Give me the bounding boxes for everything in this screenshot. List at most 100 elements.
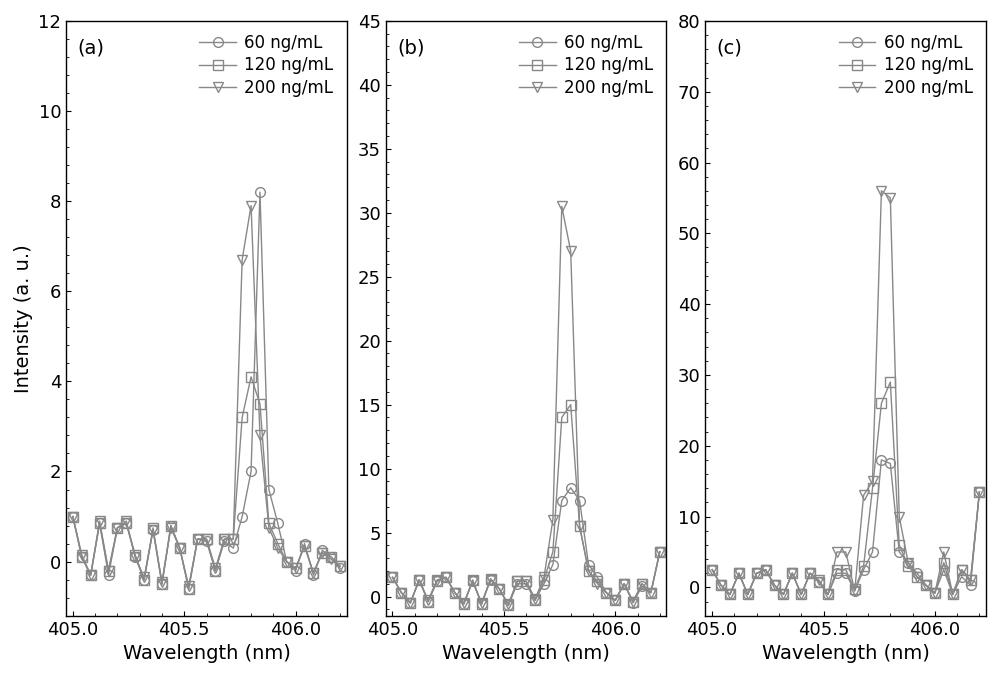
120 ng/mL (609, 596, 621, 605)
Line: 200 ng/mL: 200 ng/mL (68, 201, 345, 591)
200 ng/mL (786, 569, 798, 577)
120 ng/mL (201, 535, 213, 543)
120 ng/mL (947, 590, 959, 598)
60 ng/mL (111, 524, 123, 532)
200 ng/mL (236, 256, 248, 264)
60 ng/mL (85, 571, 97, 580)
120 ng/mL (858, 562, 870, 570)
60 ng/mL (94, 519, 106, 527)
120 ng/mL (520, 577, 532, 585)
60 ng/mL (742, 590, 754, 598)
120 ng/mL (94, 519, 106, 527)
200 ng/mL (769, 581, 781, 589)
200 ng/mL (760, 565, 772, 573)
120 ng/mL (334, 562, 346, 570)
200 ng/mL (609, 596, 621, 605)
200 ng/mL (449, 588, 461, 596)
120 ng/mL (600, 588, 612, 596)
60 ng/mL (192, 535, 204, 543)
60 ng/mL (751, 569, 763, 577)
60 ng/mL (183, 585, 195, 593)
X-axis label: Wavelength (nm): Wavelength (nm) (442, 644, 610, 663)
120 ng/mL (440, 573, 452, 582)
200 ng/mL (627, 598, 639, 606)
120 ng/mL (929, 589, 941, 597)
200 ng/mL (334, 562, 346, 570)
Line: 120 ng/mL: 120 ng/mL (707, 377, 984, 599)
120 ng/mL (111, 524, 123, 532)
200 ng/mL (849, 587, 861, 595)
120 ng/mL (538, 576, 550, 584)
120 ng/mL (281, 558, 293, 566)
120 ng/mL (138, 575, 150, 584)
200 ng/mL (254, 431, 266, 439)
200 ng/mL (920, 581, 932, 589)
60 ng/mL (476, 600, 488, 608)
120 ng/mL (574, 522, 586, 530)
60 ng/mL (822, 590, 834, 598)
200 ng/mL (458, 599, 470, 607)
60 ng/mL (458, 600, 470, 608)
120 ng/mL (458, 600, 470, 608)
Legend: 60 ng/mL, 120 ng/mL, 200 ng/mL: 60 ng/mL, 120 ng/mL, 200 ng/mL (834, 29, 978, 102)
Line: 60 ng/mL: 60 ng/mL (68, 188, 345, 594)
200 ng/mL (218, 535, 230, 543)
120 ng/mL (715, 581, 727, 589)
60 ng/mL (129, 553, 141, 561)
200 ng/mL (600, 588, 612, 596)
60 ng/mL (325, 553, 337, 561)
Text: (a): (a) (77, 39, 104, 58)
60 ng/mL (422, 598, 434, 606)
120 ng/mL (654, 548, 666, 556)
200 ng/mL (467, 577, 479, 585)
120 ng/mL (103, 567, 115, 575)
60 ng/mL (307, 571, 319, 580)
60 ng/mL (67, 512, 79, 521)
200 ng/mL (840, 548, 852, 556)
200 ng/mL (804, 569, 816, 577)
120 ng/mL (591, 577, 603, 585)
120 ng/mL (76, 553, 88, 561)
200 ng/mL (485, 576, 497, 584)
200 ng/mL (938, 548, 950, 556)
60 ng/mL (583, 561, 595, 569)
200 ng/mL (138, 573, 150, 582)
60 ng/mL (795, 590, 807, 598)
60 ng/mL (858, 565, 870, 573)
120 ng/mL (645, 588, 657, 596)
120 ng/mL (218, 535, 230, 543)
Text: (b): (b) (397, 39, 425, 58)
60 ng/mL (245, 467, 257, 475)
200 ng/mL (715, 581, 727, 589)
60 ng/mL (947, 590, 959, 598)
200 ng/mL (165, 524, 177, 532)
60 ng/mL (706, 565, 718, 573)
120 ng/mL (965, 576, 977, 584)
60 ng/mL (236, 512, 248, 521)
120 ng/mL (263, 519, 275, 527)
120 ng/mL (272, 540, 284, 548)
200 ng/mL (574, 522, 586, 530)
Text: (c): (c) (717, 39, 743, 58)
200 ng/mL (822, 590, 834, 598)
200 ng/mL (947, 590, 959, 598)
60 ng/mL (76, 553, 88, 561)
200 ng/mL (431, 576, 443, 584)
200 ng/mL (94, 517, 106, 525)
200 ng/mL (929, 589, 941, 597)
60 ng/mL (272, 519, 284, 527)
200 ng/mL (795, 590, 807, 598)
200 ng/mL (529, 595, 541, 603)
200 ng/mL (813, 576, 825, 584)
120 ng/mL (316, 548, 328, 556)
Legend: 60 ng/mL, 120 ng/mL, 200 ng/mL: 60 ng/mL, 120 ng/mL, 200 ng/mL (194, 29, 339, 102)
120 ng/mL (875, 399, 887, 408)
120 ng/mL (840, 565, 852, 573)
200 ng/mL (129, 553, 141, 561)
120 ng/mL (183, 585, 195, 593)
120 ng/mL (804, 569, 816, 577)
120 ng/mL (413, 576, 425, 584)
60 ng/mL (467, 577, 479, 585)
60 ng/mL (956, 573, 968, 581)
200 ng/mL (227, 535, 239, 543)
